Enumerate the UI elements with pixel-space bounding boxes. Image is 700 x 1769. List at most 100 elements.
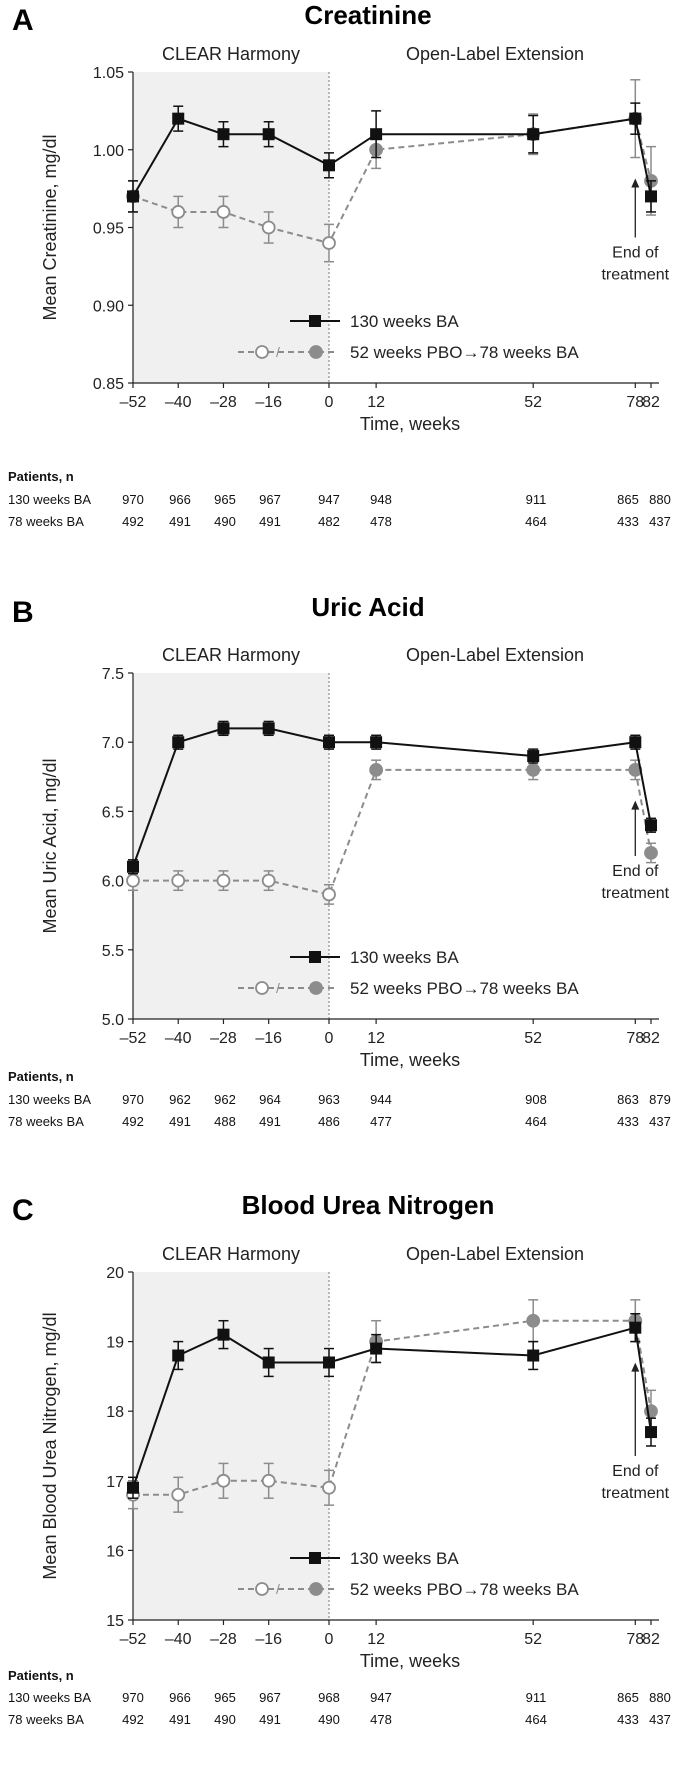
legend-marker-pbo-open	[255, 345, 269, 359]
x-tick-label: –52	[120, 394, 147, 411]
data-point	[217, 722, 230, 735]
annotation-line-2: treatment	[601, 267, 669, 284]
y-tick-label: 0.95	[93, 221, 124, 238]
data-point	[262, 722, 275, 735]
data-point	[629, 736, 642, 749]
series-line	[133, 1319, 652, 1496]
legend-slash: /	[276, 344, 280, 360]
y-tick-label: 7.5	[102, 666, 124, 683]
panel-letter: B	[12, 596, 34, 629]
data-point	[262, 128, 275, 141]
y-tick-label: 5.0	[102, 1012, 124, 1029]
data-point	[645, 1426, 657, 1439]
legend-label-pbo: 52 weeks PBO→78 weeks BA	[350, 1580, 579, 1599]
data-point	[171, 1487, 186, 1502]
data-point	[644, 846, 658, 860]
patients-count: 433	[617, 1114, 639, 1129]
y-tick-label: 20	[106, 1265, 124, 1282]
patients-count: 970	[122, 1092, 144, 1107]
series-130-weeks-ba	[127, 1313, 657, 1499]
patients-count: 962	[169, 1092, 191, 1107]
data-point	[323, 736, 335, 749]
patients-count: 865	[617, 1690, 639, 1705]
region-label-left: CLEAR Harmony	[162, 44, 300, 64]
patients-count: 970	[122, 492, 144, 507]
annotation-arrowhead	[631, 800, 640, 810]
patients-count: 464	[525, 1114, 547, 1129]
data-point	[629, 112, 642, 125]
patients-row: 130 weeks BA 970 962 962 964 963 944 908 863 879	[8, 1092, 671, 1107]
x-tick-label: 12	[367, 1030, 385, 1047]
patients-count: 464	[525, 514, 547, 529]
y-tick-label: 18	[106, 1404, 124, 1421]
panel-b: B Uric Acid CLEAR Harmony Open-Label Extens…	[8, 592, 671, 1129]
y-tick-label: 0.85	[93, 376, 124, 393]
patients-row-label: 78 weeks BA	[8, 1114, 84, 1129]
patients-count: 879	[649, 1092, 671, 1107]
patients-row-label: 130 weeks BA	[8, 1690, 91, 1705]
patients-count: 437	[649, 1114, 671, 1129]
patients-row: 78 weeks BA 492 491 488 491 486 477 464 433 437	[8, 1114, 671, 1129]
patients-table: Patients, n 130 weeks BA 970 966 965 967 968 94…	[8, 1668, 671, 1727]
patients-count: 478	[370, 1712, 392, 1727]
clear-harmony-region	[133, 673, 329, 1019]
x-tick-label: 12	[367, 1631, 385, 1648]
annotation-arrowhead	[631, 178, 640, 188]
y-tick-label: 15	[106, 1613, 124, 1630]
legend-slash: /	[276, 1581, 280, 1597]
x-tick-label: –16	[255, 1631, 282, 1648]
patients-count: 491	[169, 1114, 191, 1129]
data-point	[127, 1481, 139, 1494]
data-point	[629, 1321, 642, 1334]
patients-count: 491	[169, 1712, 191, 1727]
y-tick-label: 1.00	[93, 143, 124, 160]
patients-count: 911	[526, 492, 547, 507]
x-axis-label: Time, weeks	[360, 414, 460, 434]
patients-count: 967	[259, 1690, 281, 1705]
x-axis-label: Time, weeks	[360, 1050, 460, 1070]
x-tick-label: 78	[626, 1030, 644, 1047]
patients-count: 880	[649, 492, 671, 507]
annotation-line-1: End of	[612, 1463, 659, 1480]
y-axis-label: Mean Creatinine, mg/dl	[40, 134, 60, 320]
patients-table: Patients, n 130 weeks BA 970 966 965 967 947 94…	[8, 469, 671, 529]
x-tick-label: –40	[165, 394, 192, 411]
patients-row: 78 weeks BA 492 491 490 491 490 478 464 433 437	[8, 1712, 671, 1727]
patients-row-label: 78 weeks BA	[8, 1712, 84, 1727]
data-point	[216, 873, 231, 888]
legend-label-pbo: 52 weeks PBO→78 weeks BA	[350, 979, 579, 998]
data-point	[127, 190, 139, 203]
data-point	[527, 1349, 540, 1362]
patients-count: 967	[259, 492, 281, 507]
patients-count: 477	[370, 1114, 392, 1129]
patients-count: 464	[525, 1712, 547, 1727]
region-label-right: Open-Label Extension	[406, 1244, 584, 1264]
x-tick-label: 52	[524, 394, 542, 411]
patients-count: 486	[318, 1114, 340, 1129]
legend-marker-pbo-open	[255, 981, 269, 995]
legend-label-pbo: 52 weeks PBO→78 weeks BA	[350, 343, 579, 362]
data-point	[370, 1342, 383, 1355]
legend-marker-pbo-filled	[309, 981, 323, 995]
patients-count: 437	[649, 1712, 671, 1727]
legend-marker-130-weeks-ba	[309, 315, 321, 327]
patients-count: 962	[214, 1092, 236, 1107]
x-tick-label: 78	[626, 1631, 644, 1648]
y-axis-label: Mean Uric Acid, mg/dl	[40, 758, 60, 933]
patients-count: 482	[318, 514, 340, 529]
patients-count: 948	[370, 492, 392, 507]
patients-count: 947	[370, 1690, 392, 1705]
x-tick-label: 78	[626, 394, 644, 411]
patients-header: Patients, n	[8, 1069, 74, 1084]
y-tick-label: 1.05	[93, 65, 124, 82]
legend-label-130-weeks-ba: 130 weeks BA	[350, 1549, 459, 1568]
patients-count: 490	[318, 1712, 340, 1727]
y-tick-label: 0.90	[93, 298, 124, 315]
legend-marker-pbo-filled	[309, 1582, 323, 1596]
x-tick-label: 12	[367, 394, 385, 411]
patients-count: 963	[318, 1092, 340, 1107]
data-point	[322, 236, 336, 250]
x-tick-label: –40	[165, 1030, 192, 1047]
patients-count: 488	[214, 1114, 236, 1129]
